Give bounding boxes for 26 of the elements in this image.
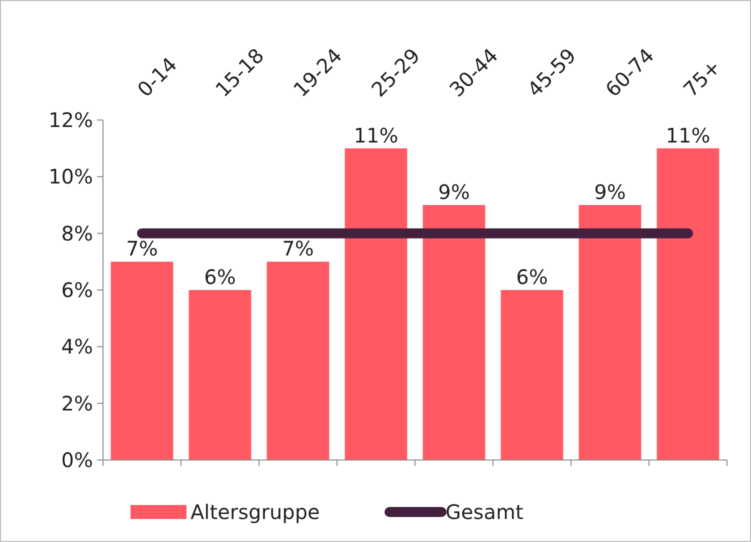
y-tick-label: 2% [61,391,93,416]
data-label: 6% [204,265,236,289]
bar [578,205,642,460]
bar [344,148,408,460]
data-label: 7% [282,236,314,261]
data-label: 9% [438,180,470,204]
bar [422,205,486,460]
bar [188,290,252,460]
y-tick-label: 12% [48,108,93,132]
y-tick-label: 0% [61,448,93,472]
bar [110,262,174,460]
data-label: 11% [354,123,398,148]
y-tick-label: 4% [61,334,93,359]
data-label: 7% [126,236,158,261]
legend-label: Gesamt [446,500,524,524]
legend-label: Altersgruppe [190,500,320,524]
x-tick-label: 75+ [678,54,726,102]
y-tick-label: 10% [48,164,93,189]
bar [656,148,720,460]
y-tick-label: 6% [61,278,93,302]
y-tick-label: 8% [61,221,93,246]
data-label: 9% [594,180,626,204]
data-label: 11% [666,123,710,148]
data-label: 6% [516,265,548,289]
bar [500,290,564,460]
bar [266,262,330,460]
